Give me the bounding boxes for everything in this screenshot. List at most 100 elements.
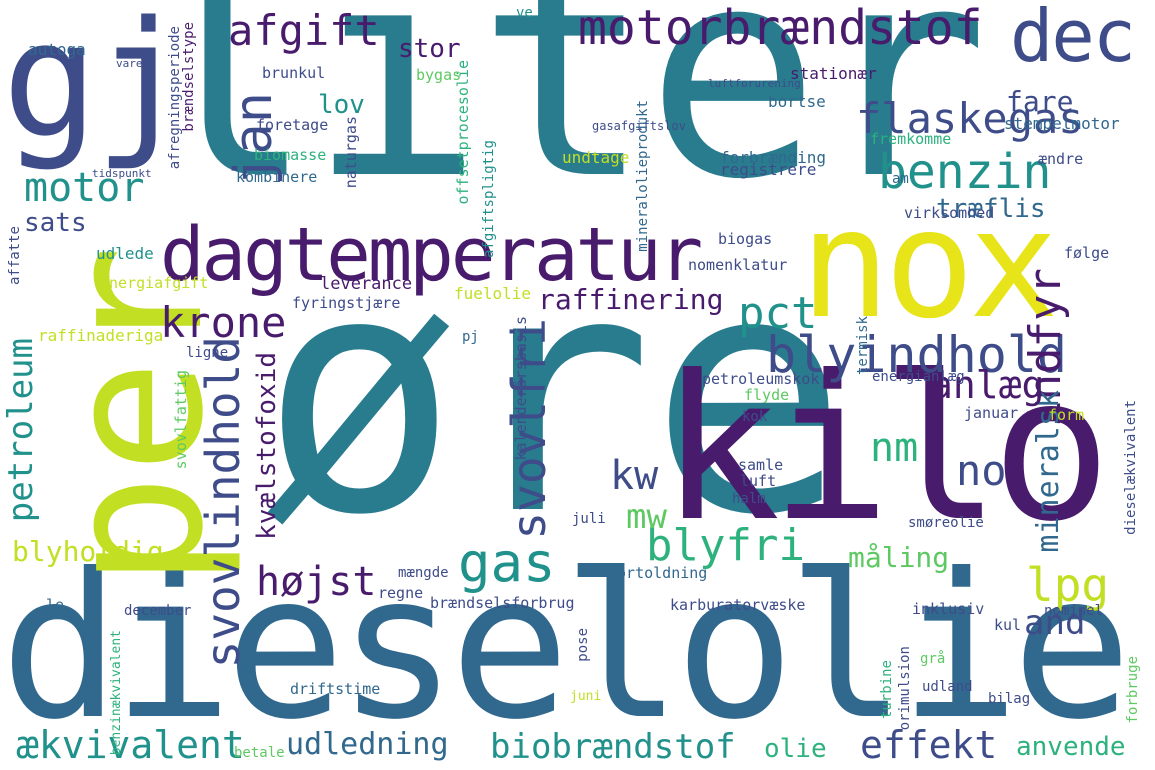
word-bortse: bortse [768, 92, 826, 111]
word-aendre: ændre [1038, 150, 1084, 168]
word-gas: gas [458, 531, 556, 594]
word-dagtemperatur: dagtemperatur [160, 212, 703, 298]
word-flaskegas: flaskegas [856, 94, 1084, 143]
word-vare: vare [116, 57, 143, 70]
word-le: le [46, 596, 65, 614]
word-udlede: udlede [96, 244, 154, 263]
word-blyfri: blyfri [646, 520, 805, 571]
word-foretage: foretage [256, 116, 329, 134]
word-naturgas: naturgas [342, 116, 360, 189]
word-kombinere: kombinere [236, 168, 318, 186]
word-virksomhed: virksomhed [904, 204, 995, 222]
word-traeflis: træflis [936, 194, 1046, 224]
word-am: am [892, 171, 909, 187]
word-motor: motor [24, 165, 145, 211]
word-fare: fare [1006, 85, 1074, 118]
word-maengde: mængde [398, 565, 449, 581]
word-brunkul: brunkul [262, 64, 326, 82]
word-dieselaekvivalent: dieselækvivalent [1123, 400, 1139, 535]
word-braendselsforbrug: brændselsforbrug [430, 594, 575, 612]
word-form: form [1048, 406, 1085, 424]
word-anlaeg: anlæg [930, 363, 1045, 407]
word-benzinaekvivalent: benzinækvivalent [109, 630, 124, 756]
word-blyholdig: blyholdig [12, 535, 164, 568]
word-svovlindhold: svovlindhold [196, 336, 250, 669]
word-stempelmotor: stempelmotor [1004, 114, 1120, 133]
word-biobraendstof: biobrændstof [490, 727, 736, 767]
word-december: december [124, 603, 192, 619]
word-registrere: registrere [720, 160, 817, 179]
word-samle: samle [738, 456, 784, 474]
word-foelge: følge [1064, 244, 1110, 262]
word-petroleum: petroleum [1, 338, 41, 523]
word-inklusiv: inklusiv [912, 600, 985, 618]
word-udland: udland [922, 679, 973, 695]
word-fortoldning: fortoldning [608, 564, 708, 582]
word-raffinering: raffinering [538, 283, 724, 316]
word-regne: regne [378, 584, 424, 602]
word-affatte: affatte [7, 226, 23, 286]
word-bilag: bilag [988, 691, 1031, 707]
word-mw: mw [626, 497, 667, 537]
word-biomasse: biomasse [254, 146, 327, 164]
word-afregningsperiode: afregningsperiode [167, 26, 183, 170]
word-nominel: nominel [1044, 603, 1104, 619]
word-afgiftspligtig: afgiftspligtig [481, 140, 497, 259]
word-karburatorvaeske: karburatorvæske [670, 596, 806, 614]
word-kok: kok [742, 409, 768, 425]
word-mineralolieprodukt: mineralolieprodukt [635, 100, 651, 252]
word-offsetprocesolie: offsetprocesolie [454, 60, 472, 205]
word-udledning: udledning [286, 727, 449, 762]
word-smoereolie: smøreolie [908, 515, 984, 531]
word-autoga: autoga [28, 40, 86, 59]
word-juli: juli [572, 511, 606, 527]
word-turbine: turbine [879, 660, 895, 720]
word-betale: betale [234, 745, 285, 761]
word-biogas: biogas [718, 230, 773, 248]
word-ve: ve [516, 5, 533, 21]
word-juni: juni [570, 689, 602, 704]
word-nox: nox [800, 178, 1059, 352]
word-benzin: benzin [878, 144, 1052, 200]
word-and: and [1024, 603, 1086, 643]
word-dec: dec [1010, 0, 1136, 78]
word-motorbraendstof: motorbrændstof [578, 0, 983, 56]
word-januar: januar [964, 404, 1019, 422]
word-kul: kul [994, 616, 1022, 634]
word-krone: krone [160, 298, 287, 347]
word-tidspunkt: tidspunkt [92, 167, 152, 180]
word-gj: gj [2, 0, 191, 173]
word-olie: olie [764, 734, 827, 764]
word-halm: halm [732, 491, 766, 507]
word-undtage: undtage [562, 148, 630, 167]
word-luftforurening: luftforurening [708, 77, 801, 90]
word-flyde: flyde [744, 386, 790, 404]
word-gasafgiftslov: gasafgiftslov [592, 119, 686, 133]
word-kw: kw [610, 453, 659, 499]
word-forbraending: forbrænding [720, 148, 826, 167]
word-stationaer: stationær [790, 64, 877, 83]
word-fremkomme: fremkomme [870, 130, 952, 148]
word-kalenderaarsbasis: kalenderårsbasis [512, 316, 530, 461]
word-sats: sats [24, 208, 87, 238]
word-effekt: effekt [860, 723, 998, 767]
word-no: no [956, 446, 1007, 495]
word-driftstime: driftstime [290, 680, 381, 698]
word-lov: lov [318, 90, 365, 120]
word-orimulsion: orimulsion [897, 646, 913, 731]
word-anvende: anvende [1016, 732, 1126, 762]
word-fyringstjaere: fyringstjære [292, 294, 401, 312]
word-raffinaderiga: raffinaderiga [38, 326, 164, 345]
word-petroleumskok: petroleumskok [702, 370, 820, 388]
word-pct: pct [738, 288, 818, 339]
word-energiafgift: energiafgift [100, 274, 209, 292]
word-maaling: måling [848, 541, 950, 574]
word-kilo: kilo [660, 333, 1112, 566]
word-afgift: afgift [228, 6, 380, 55]
word-liter: liter [140, 0, 989, 243]
word-pj: pj [462, 329, 479, 345]
word-graa: grå [920, 651, 946, 667]
word-leverance: leverance [320, 274, 413, 294]
word-svovlfattig: svovlfattig [172, 370, 190, 470]
